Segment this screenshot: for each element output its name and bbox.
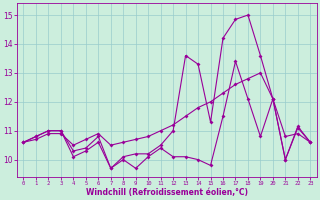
X-axis label: Windchill (Refroidissement éolien,°C): Windchill (Refroidissement éolien,°C) bbox=[86, 188, 248, 197]
